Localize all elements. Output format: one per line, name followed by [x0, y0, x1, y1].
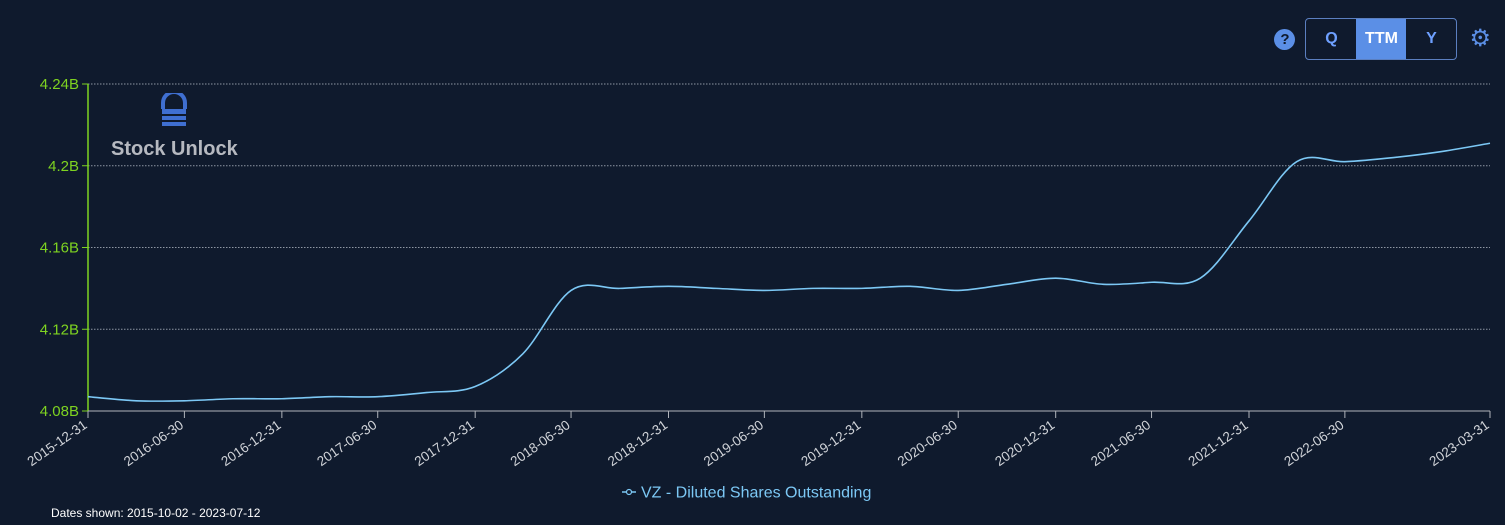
legend-label: VZ - Diluted Shares Outstanding [641, 485, 871, 502]
question-circle-icon[interactable]: ? [1274, 28, 1296, 50]
data-point [763, 289, 765, 291]
data-point [522, 353, 524, 355]
x-tick-label: 2023-03-31 [1427, 417, 1492, 469]
data-point [861, 287, 863, 289]
data-point [668, 285, 670, 287]
x-tick-label: 2018-12-31 [605, 417, 670, 469]
legend-swatch-marker [625, 488, 633, 496]
period-q-button[interactable]: Q [1325, 30, 1338, 47]
x-tick-label: 2018-06-30 [508, 417, 573, 469]
data-point [1102, 283, 1104, 285]
x-tick-label: 2017-06-30 [314, 417, 379, 469]
data-point [1055, 277, 1057, 279]
period-y-button[interactable]: Y [1426, 30, 1437, 47]
lock-logo-icon [161, 90, 188, 126]
data-point [474, 385, 476, 387]
data-point [1006, 283, 1008, 285]
data-point [425, 392, 427, 394]
x-tick-label: 2015-12-31 [25, 417, 90, 469]
data-point [1393, 157, 1395, 159]
dates-shown-text: Dates shown: 2015-10-02 - 2023-07-12 [51, 506, 261, 520]
data-point [1441, 150, 1443, 152]
x-tick-label: 2020-06-30 [895, 417, 960, 469]
gear-icon[interactable]: ⚙ [1469, 25, 1491, 52]
x-tick-label: 2021-06-30 [1088, 417, 1153, 469]
x-tick-label: 2019-06-30 [701, 417, 766, 469]
y-tick-label: 4.08B [40, 403, 79, 420]
y-tick-label: 4.16B [40, 240, 79, 257]
series-line [87, 142, 1491, 402]
data-point [377, 396, 379, 398]
data-point [1344, 161, 1346, 163]
data-point [135, 400, 137, 402]
watermark-text: Stock Unlock [111, 138, 238, 160]
stock-unlock-watermark: Stock Unlock [111, 90, 238, 161]
period-selector: Q TTM Y [1305, 18, 1458, 60]
x-tick-label: 2017-12-31 [412, 417, 477, 469]
data-point [812, 287, 814, 289]
data-point [1151, 281, 1153, 283]
data-point [570, 289, 572, 291]
x-tick-label: 2016-06-30 [121, 417, 186, 469]
x-tick-label: 2022-06-30 [1281, 417, 1346, 469]
period-ttm-button[interactable]: TTM [1356, 19, 1407, 59]
y-tick-label: 4.2B [48, 158, 79, 175]
data-point [329, 396, 331, 398]
x-tick-label: 2016-12-31 [218, 417, 283, 469]
data-point [715, 287, 717, 289]
data-point [183, 400, 185, 402]
data-point [957, 289, 959, 291]
chart-toolbar: ? Q TTM Y ⚙ [1274, 18, 1491, 60]
data-point [909, 285, 911, 287]
data-point [281, 398, 283, 400]
data-point [1199, 277, 1201, 279]
data-point [232, 398, 234, 400]
data-point [1489, 142, 1491, 144]
y-tick-label: 4.12B [40, 321, 79, 338]
x-tick-label: 2020-12-31 [992, 417, 1057, 469]
data-point [1248, 220, 1250, 222]
x-tick-label: 2019-12-31 [798, 417, 863, 469]
data-point [87, 396, 89, 398]
data-point [1296, 161, 1298, 163]
data-point [619, 287, 621, 289]
y-tick-label: 4.24B [40, 76, 79, 93]
x-tick-label: 2021-12-31 [1186, 417, 1251, 469]
